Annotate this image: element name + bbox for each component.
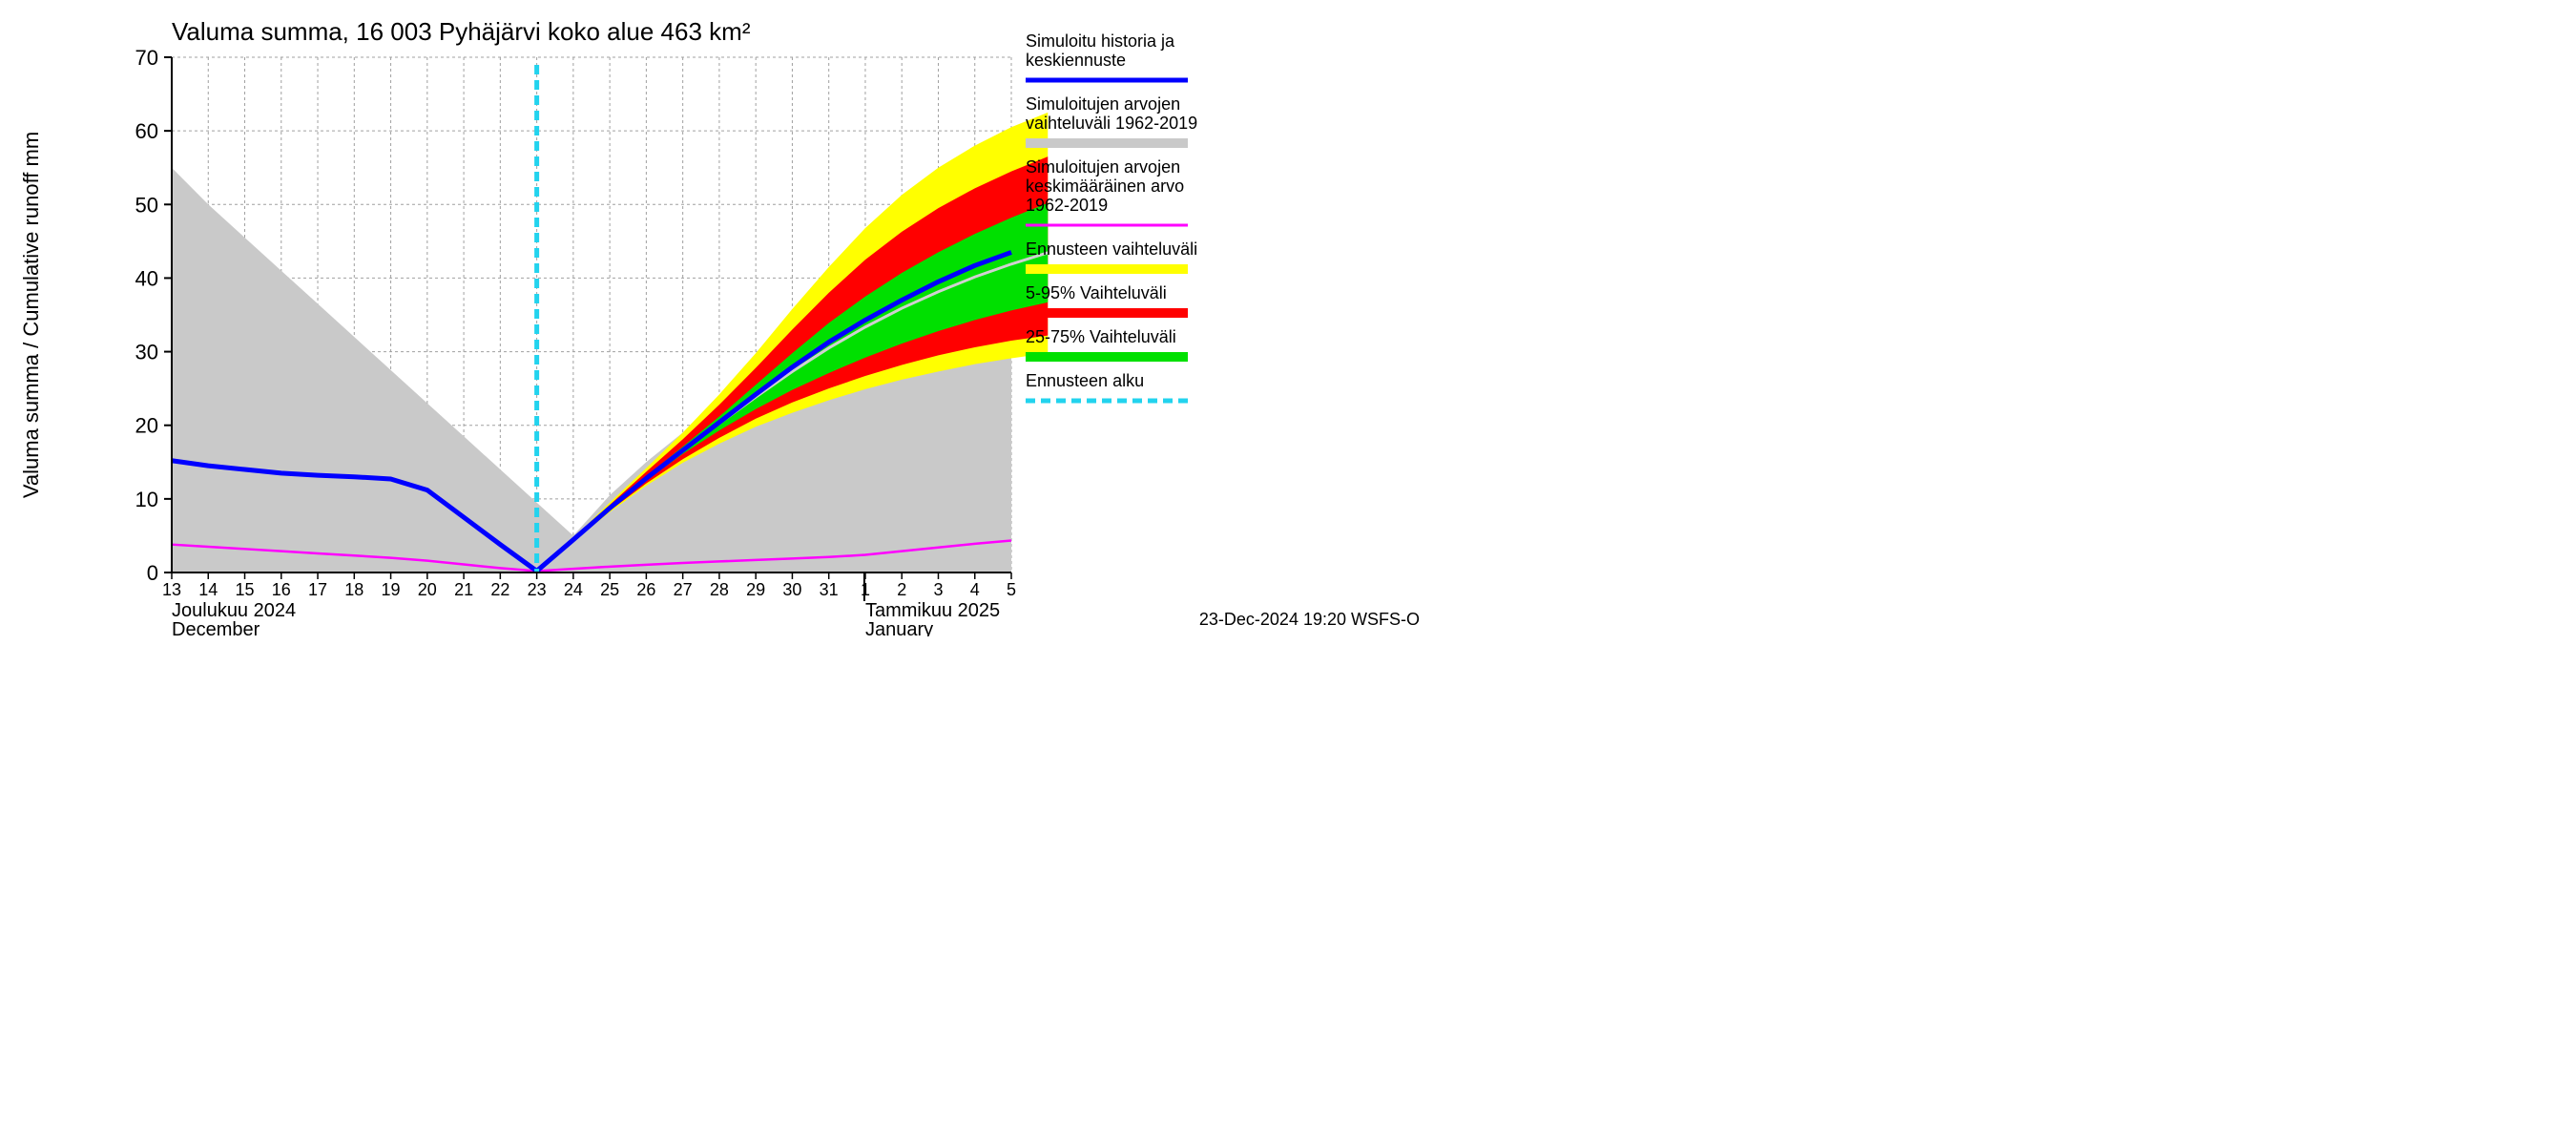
legend-label: vaihteluväli 1962-2019 (1026, 114, 1197, 133)
svg-text:21: 21 (454, 580, 473, 599)
legend-swatch (1026, 264, 1188, 274)
svg-text:January: January (865, 619, 933, 636)
svg-text:20: 20 (135, 414, 158, 438)
legend-swatch (1026, 352, 1188, 362)
chart-svg: 0102030405060701314151617181920212223242… (0, 0, 1431, 636)
chart-title: Valuma summa, 16 003 Pyhäjärvi koko alue… (172, 17, 751, 46)
y-axis-label: Valuma summa / Cumulative runoff mm (19, 132, 43, 498)
legend-label: keskimääräinen arvo (1026, 177, 1184, 196)
svg-text:5: 5 (1007, 580, 1016, 599)
svg-text:40: 40 (135, 266, 158, 290)
legend-label: 5-95% Vaihteluväli (1026, 283, 1167, 302)
svg-text:22: 22 (490, 580, 509, 599)
legend-label: 1962-2019 (1026, 196, 1108, 215)
svg-text:60: 60 (135, 119, 158, 143)
svg-text:30: 30 (135, 341, 158, 364)
svg-text:14: 14 (198, 580, 218, 599)
legend-label: Simuloitujen arvojen (1026, 157, 1180, 177)
svg-text:29: 29 (746, 580, 765, 599)
svg-text:2: 2 (897, 580, 906, 599)
svg-text:13: 13 (162, 580, 181, 599)
legend-label: Ennusteen vaihteluväli (1026, 239, 1197, 259)
svg-text:25: 25 (600, 580, 619, 599)
svg-text:28: 28 (710, 580, 729, 599)
svg-text:Joulukuu 2024: Joulukuu 2024 (172, 600, 296, 621)
legend-swatch (1026, 308, 1188, 318)
svg-text:30: 30 (782, 580, 801, 599)
svg-text:16: 16 (272, 580, 291, 599)
svg-text:19: 19 (382, 580, 401, 599)
svg-text:31: 31 (820, 580, 839, 599)
svg-text:27: 27 (674, 580, 693, 599)
svg-text:December: December (172, 619, 260, 636)
footer-timestamp: 23-Dec-2024 19:20 WSFS-O (1199, 610, 1420, 629)
legend-label: keskiennuste (1026, 51, 1126, 70)
legend-swatch (1026, 138, 1188, 148)
legend-label: 25-75% Vaihteluväli (1026, 327, 1176, 346)
svg-text:10: 10 (135, 488, 158, 511)
svg-text:3: 3 (933, 580, 943, 599)
svg-text:24: 24 (564, 580, 583, 599)
svg-text:50: 50 (135, 193, 158, 217)
svg-text:26: 26 (636, 580, 655, 599)
svg-text:17: 17 (308, 580, 327, 599)
svg-text:20: 20 (418, 580, 437, 599)
svg-text:Tammikuu 2025: Tammikuu 2025 (865, 600, 1000, 621)
svg-text:23: 23 (528, 580, 547, 599)
svg-text:0: 0 (147, 561, 158, 585)
svg-text:15: 15 (236, 580, 255, 599)
svg-text:70: 70 (135, 46, 158, 70)
chart-container: 0102030405060701314151617181920212223242… (0, 0, 1431, 636)
legend-label: Ennusteen alku (1026, 371, 1144, 390)
svg-text:18: 18 (344, 580, 364, 599)
svg-text:4: 4 (970, 580, 980, 599)
legend-label: Simuloitujen arvojen (1026, 94, 1180, 114)
legend-label: Simuloitu historia ja (1026, 31, 1175, 51)
